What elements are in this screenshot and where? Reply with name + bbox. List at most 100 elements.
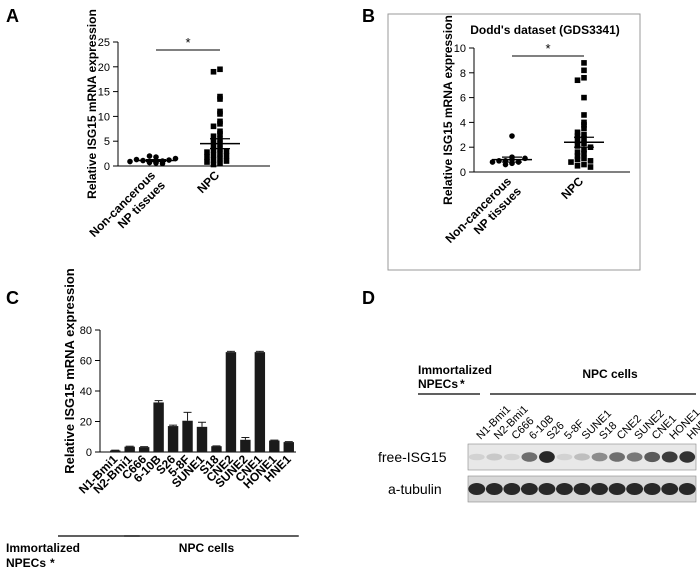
y-axis-title: Relative ISG15 mRNA expression xyxy=(85,9,99,199)
y-tick-label: 20 xyxy=(80,417,92,429)
wb-band-tubulin xyxy=(538,483,556,495)
data-point xyxy=(210,68,217,75)
bar xyxy=(211,446,222,452)
group-star: * xyxy=(50,556,55,570)
wb-band-tubulin xyxy=(468,483,486,495)
data-point xyxy=(210,138,217,144)
y-tick-label: 60 xyxy=(80,356,92,368)
data-point xyxy=(574,129,581,136)
bar xyxy=(182,420,193,452)
y-tick-label: 6 xyxy=(460,93,466,105)
wb-band-tubulin xyxy=(556,483,573,495)
wb-band-tubulin xyxy=(678,483,696,495)
data-point xyxy=(502,161,509,168)
wb-group-npecs: NPECs xyxy=(418,377,458,391)
bar xyxy=(269,440,280,452)
bar xyxy=(240,439,251,452)
data-point xyxy=(574,138,581,144)
wb-band-tubulin xyxy=(626,483,644,495)
wb-group-npc: NPC cells xyxy=(582,367,638,381)
data-point xyxy=(581,60,587,66)
y-tick-label: 0 xyxy=(86,447,92,459)
data-point xyxy=(204,159,210,165)
y-tick-label: 8 xyxy=(460,68,466,80)
data-point xyxy=(587,164,594,170)
bar xyxy=(124,446,135,452)
data-point xyxy=(581,132,587,138)
data-point xyxy=(587,158,594,164)
wb-band-isg15 xyxy=(486,453,503,461)
panel-b-frame xyxy=(387,13,641,271)
wb-band-tubulin xyxy=(608,483,626,495)
y-axis-title: Relative ISG15 mRNA expression xyxy=(441,15,455,205)
y-axis-title: Relative ISG15 mRNA expression xyxy=(62,268,77,473)
wb-band-isg15 xyxy=(556,453,573,461)
wb-band-tubulin xyxy=(643,483,661,495)
x-category-label: NPC xyxy=(558,174,586,202)
data-point xyxy=(210,123,217,130)
y-tick-label: 0 xyxy=(460,167,466,179)
wb-band-tubulin xyxy=(520,483,538,495)
significance-star: * xyxy=(185,35,190,50)
wb-band-isg15 xyxy=(644,451,661,463)
data-point xyxy=(210,143,217,149)
data-point xyxy=(581,67,587,74)
data-point xyxy=(574,143,581,149)
panel-label-b: B xyxy=(362,6,375,26)
data-point xyxy=(581,161,587,168)
data-point xyxy=(204,149,210,155)
wb-band-isg15 xyxy=(503,453,520,461)
data-point xyxy=(581,125,587,132)
data-point xyxy=(133,156,140,163)
wb-band-isg15 xyxy=(661,451,678,463)
bar xyxy=(138,447,150,452)
wb-band-tubulin xyxy=(573,483,591,495)
wb-band-tubulin xyxy=(591,483,608,495)
group-label-npecs: NPECs xyxy=(6,556,46,570)
wb-band-isg15 xyxy=(609,452,625,462)
data-point xyxy=(581,155,587,162)
data-point xyxy=(574,156,581,163)
data-point xyxy=(217,121,223,127)
y-tick-label: 10 xyxy=(98,111,110,123)
wb-band-tubulin xyxy=(503,483,521,495)
data-point xyxy=(210,157,217,163)
y-tick-label: 20 xyxy=(98,62,110,74)
panel-label-c: C xyxy=(6,288,19,308)
data-point xyxy=(217,150,223,157)
wb-band-tubulin xyxy=(661,483,679,495)
y-tick-label: 40 xyxy=(80,386,92,398)
data-point xyxy=(217,155,223,162)
bar xyxy=(167,426,179,452)
data-point xyxy=(217,111,223,117)
y-tick-label: 80 xyxy=(80,325,92,337)
x-category-label: NPC xyxy=(194,168,222,196)
data-point xyxy=(574,149,581,155)
panel-label-a: A xyxy=(6,6,19,26)
data-point xyxy=(568,159,574,165)
y-tick-label: 2 xyxy=(460,142,466,154)
y-tick-label: 4 xyxy=(460,117,466,129)
panel-label-d: D xyxy=(362,288,375,308)
data-point xyxy=(581,112,587,118)
data-point xyxy=(223,153,230,159)
data-point xyxy=(574,163,581,169)
wb-band-isg15 xyxy=(626,452,643,462)
wb-band-label-tubulin: a-tubulin xyxy=(388,481,442,497)
wb-group-immortalized: Immortalized xyxy=(418,363,492,377)
data-point xyxy=(217,160,223,167)
group-label-npc-cells: NPC cells xyxy=(179,541,235,555)
y-tick-label: 0 xyxy=(104,161,110,173)
data-point xyxy=(217,96,223,102)
y-tick-label: 25 xyxy=(98,37,110,49)
bar xyxy=(196,426,208,452)
data-point xyxy=(581,146,587,153)
wb-band-isg15 xyxy=(539,451,555,463)
data-point xyxy=(574,77,581,84)
data-point xyxy=(489,159,496,165)
